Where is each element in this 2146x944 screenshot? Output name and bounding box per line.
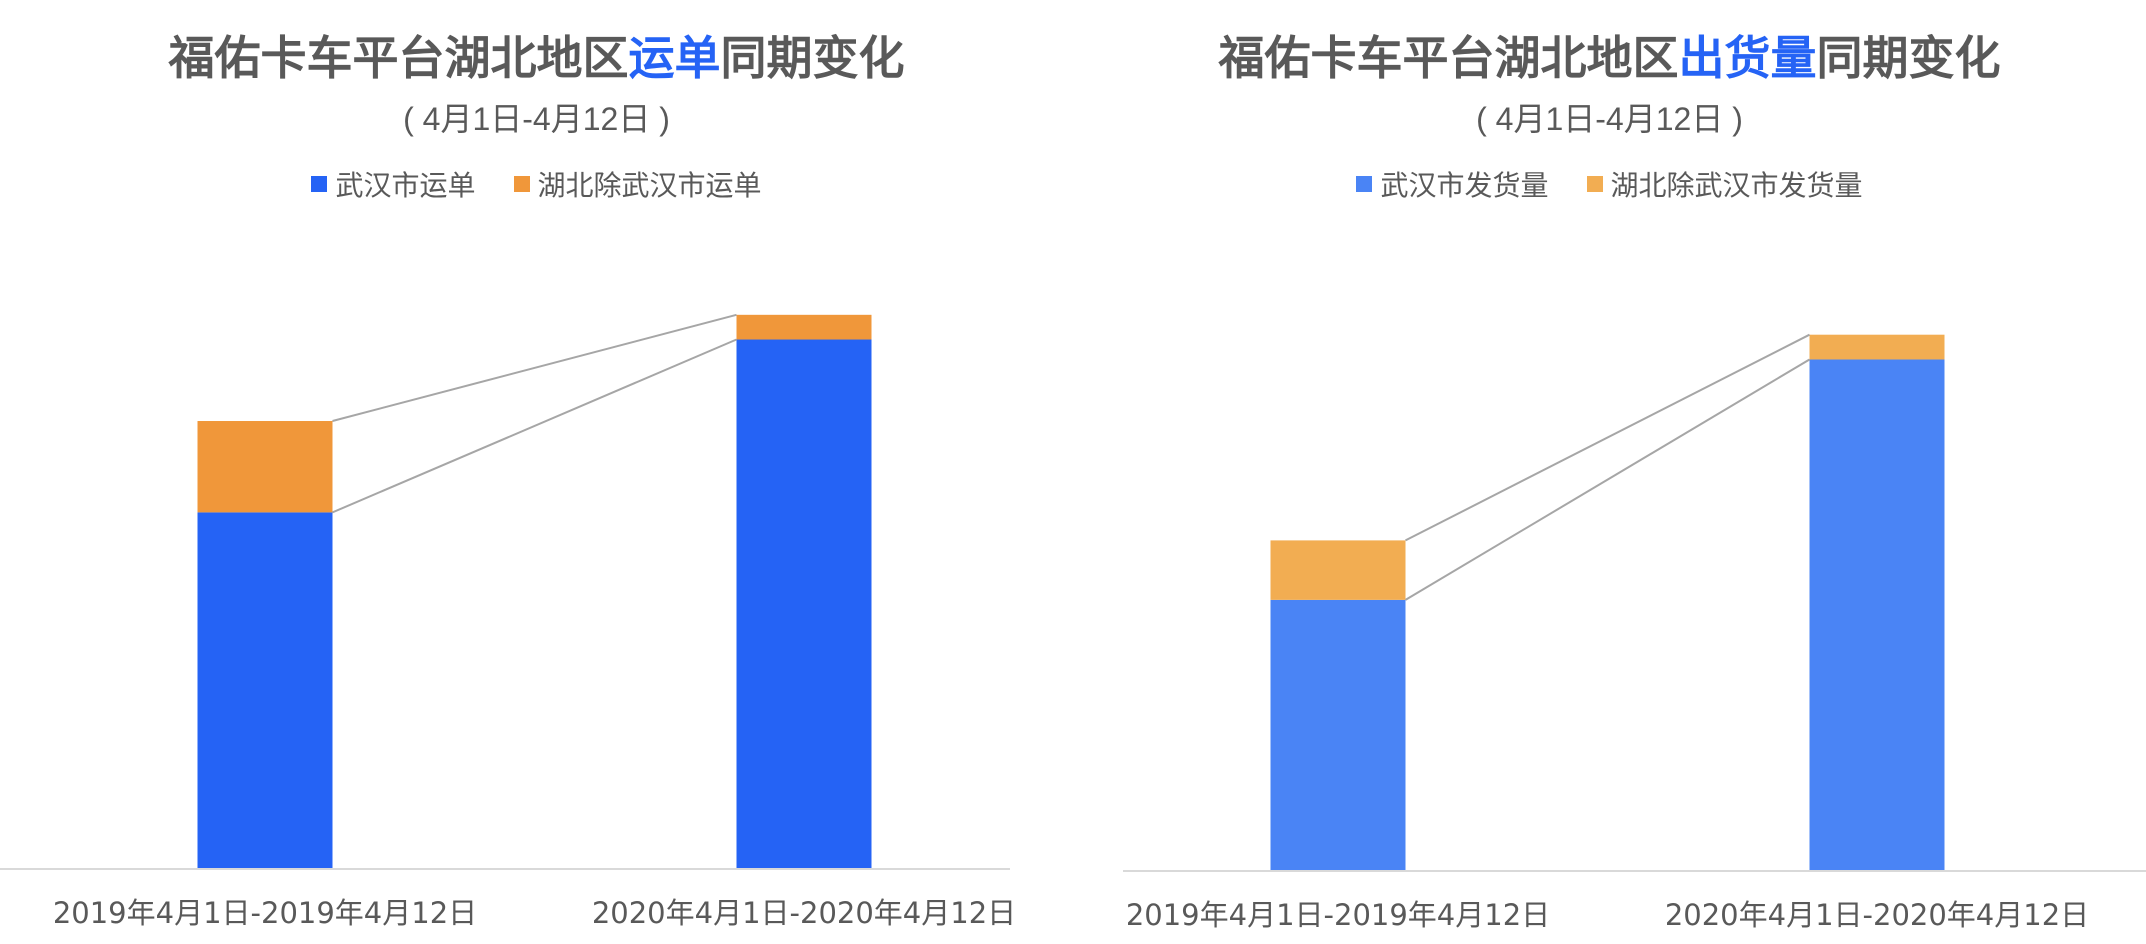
legend-swatch-series-1 — [1356, 176, 1373, 192]
chart-legend: 武汉市发货量 湖北除武汉市发货量 — [1073, 164, 2146, 204]
title-part-3: 同期变化 — [720, 31, 905, 85]
legend-item-series-1: 武汉市发货量 — [1356, 164, 1549, 204]
title-part-3: 同期变化 — [1816, 31, 2001, 85]
bar-1-series-1 — [197, 512, 333, 868]
chart-title: 福佑卡车平台湖北地区运单同期变化 — [0, 22, 1073, 88]
chart-title: 福佑卡车平台湖北地区出货量同期变化 — [1073, 22, 2146, 88]
connector-line-middle — [1404, 358, 1811, 601]
x-tick-label-1: 2019年4月1日-2019年4月12日 — [1126, 898, 1550, 932]
chart-panel-waybills: 福佑卡车平台湖北地区运单同期变化 ( 4月1日-4月12日 ) 武汉市运单 湖北… — [0, 22, 1073, 930]
bar-1-series-2 — [197, 421, 333, 513]
connector-line-top — [1405, 333, 1810, 542]
chart-subtitle: ( 4月1日-4月12日 ) — [1476, 101, 1743, 137]
chart-subtitle: ( 4月1日-4月12日 ) — [403, 101, 670, 137]
bar-2-series-1 — [1809, 359, 1945, 870]
x-tick-label-2: 2020年4月1日-2020年4月12日 — [592, 896, 1016, 930]
legend-label-series-1: 武汉市发货量 — [1380, 169, 1549, 202]
bar-2-series-2 — [1809, 334, 1945, 360]
title-part-1: 福佑卡车平台湖北地区 — [168, 31, 629, 85]
connector-line-top — [332, 313, 737, 422]
legend-label-series-1: 武汉市运单 — [335, 169, 476, 202]
bar-1-series-1 — [1270, 599, 1406, 870]
plot-area: 2019年4月1日-2019年4月12日 2020年4月1日-2020年4月12日 — [0, 313, 1016, 930]
x-tick-label-2: 2020年4月1日-2020年4月12日 — [1665, 898, 2089, 932]
connector-line-middle — [332, 338, 737, 514]
bar-1-series-2 — [1270, 540, 1406, 600]
legend-label-series-2: 湖北除武汉市运单 — [537, 169, 762, 202]
title-highlight: 运单 — [628, 31, 721, 85]
bar-2-series-1 — [736, 339, 872, 868]
legend-swatch-series-1 — [311, 176, 328, 192]
chart-panel-shipments: 福佑卡车平台湖北地区出货量同期变化 ( 4月1日-4月12日 ) 武汉市发货量 … — [1073, 0, 2146, 944]
legend-item-series-2: 湖北除武汉市运单 — [513, 164, 762, 204]
x-tick-label-1: 2019年4月1日-2019年4月12日 — [53, 896, 477, 930]
title-part-1: 福佑卡车平台湖北地区 — [1218, 31, 1679, 85]
legend-item-series-2: 湖北除武汉市发货量 — [1586, 164, 1863, 204]
legend-swatch-series-2 — [513, 176, 530, 192]
plot-area: 2019年4月1日-2019年4月12日 2020年4月1日-2020年4月12日 — [1123, 333, 2146, 932]
chart-legend: 武汉市运单 湖北除武汉市运单 — [0, 164, 1073, 204]
legend-label-series-2: 湖北除武汉市发货量 — [1610, 169, 1863, 202]
bar-2-series-2 — [736, 314, 872, 340]
legend-swatch-series-2 — [1586, 176, 1603, 192]
legend-item-series-1: 武汉市运单 — [311, 164, 476, 204]
title-highlight: 出货量 — [1678, 31, 1817, 85]
